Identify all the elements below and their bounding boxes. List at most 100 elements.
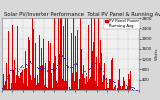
Bar xyxy=(28,37,29,90)
Bar xyxy=(107,88,108,90)
Bar xyxy=(123,77,124,90)
Bar xyxy=(85,84,86,90)
Bar xyxy=(129,79,130,90)
Point xyxy=(56,62,59,63)
Point xyxy=(67,66,69,68)
Point xyxy=(54,68,56,70)
Bar xyxy=(3,74,4,90)
Bar xyxy=(87,82,88,90)
Point xyxy=(20,66,22,67)
Bar xyxy=(109,79,110,90)
Point xyxy=(66,66,68,67)
Point xyxy=(28,60,31,61)
Point xyxy=(57,60,59,61)
Bar xyxy=(98,18,99,90)
Bar xyxy=(130,71,131,90)
Point xyxy=(88,68,91,69)
Bar xyxy=(102,82,103,90)
Bar xyxy=(38,83,39,90)
Bar xyxy=(21,72,22,90)
Bar xyxy=(15,83,16,90)
Bar xyxy=(41,48,42,90)
Point xyxy=(127,85,130,87)
Bar xyxy=(64,81,65,90)
Point xyxy=(136,89,138,91)
Point xyxy=(104,80,107,82)
Bar xyxy=(125,89,126,90)
Bar xyxy=(94,18,95,90)
Bar xyxy=(121,89,122,90)
Point xyxy=(63,57,65,59)
Bar xyxy=(84,78,85,90)
Point xyxy=(126,85,128,86)
Point xyxy=(113,81,115,83)
Bar xyxy=(19,78,20,90)
Bar xyxy=(43,39,44,90)
Bar xyxy=(23,83,24,90)
Point xyxy=(43,67,46,69)
Point xyxy=(26,65,29,66)
Bar xyxy=(37,75,38,90)
Bar xyxy=(81,49,82,90)
Bar xyxy=(75,36,76,90)
Bar xyxy=(20,73,21,90)
Point xyxy=(21,67,24,68)
Point xyxy=(13,66,16,67)
Point xyxy=(49,68,52,70)
Point xyxy=(48,72,51,73)
Point xyxy=(131,86,134,88)
Bar xyxy=(90,77,91,90)
Bar xyxy=(118,80,119,90)
Point xyxy=(111,80,114,82)
Y-axis label: Watts: Watts xyxy=(155,48,159,60)
Point xyxy=(90,64,92,66)
Point xyxy=(75,63,77,64)
Bar xyxy=(99,63,100,90)
Bar xyxy=(105,89,106,90)
Bar xyxy=(26,68,27,90)
Text: Solar PV/Inverter Performance  Total PV Panel & Running Average Power Output: Solar PV/Inverter Performance Total PV P… xyxy=(4,12,160,17)
Point xyxy=(19,66,21,68)
Point xyxy=(54,67,57,69)
Point xyxy=(4,82,6,84)
Point xyxy=(59,59,61,60)
Bar xyxy=(10,89,11,90)
Point xyxy=(80,69,83,71)
Bar xyxy=(40,66,41,90)
Point xyxy=(69,66,71,68)
Bar xyxy=(51,73,52,90)
Point xyxy=(83,70,85,72)
Bar xyxy=(132,88,133,90)
Point xyxy=(41,68,43,69)
Point xyxy=(129,86,132,87)
Point xyxy=(85,72,87,73)
Bar xyxy=(73,18,74,90)
Point xyxy=(57,60,60,62)
Bar xyxy=(97,86,98,90)
Point xyxy=(128,85,130,87)
Point xyxy=(16,70,19,71)
Point xyxy=(46,70,48,71)
Bar xyxy=(17,26,18,90)
Bar xyxy=(27,86,28,90)
Point xyxy=(0,87,3,89)
Bar xyxy=(33,29,34,90)
Point xyxy=(80,69,82,70)
Point xyxy=(4,82,7,83)
Bar xyxy=(86,76,87,90)
Point xyxy=(94,62,97,64)
Bar xyxy=(49,61,50,90)
Point xyxy=(85,73,88,74)
Point xyxy=(104,79,107,80)
Point xyxy=(51,68,54,70)
Point xyxy=(4,79,7,80)
Bar xyxy=(24,69,25,90)
Bar xyxy=(29,40,30,90)
Point xyxy=(105,81,108,83)
Bar xyxy=(115,85,116,90)
Point xyxy=(103,77,106,78)
Point xyxy=(87,68,90,70)
Point xyxy=(99,68,102,69)
Point xyxy=(71,66,73,67)
Bar xyxy=(2,88,3,90)
